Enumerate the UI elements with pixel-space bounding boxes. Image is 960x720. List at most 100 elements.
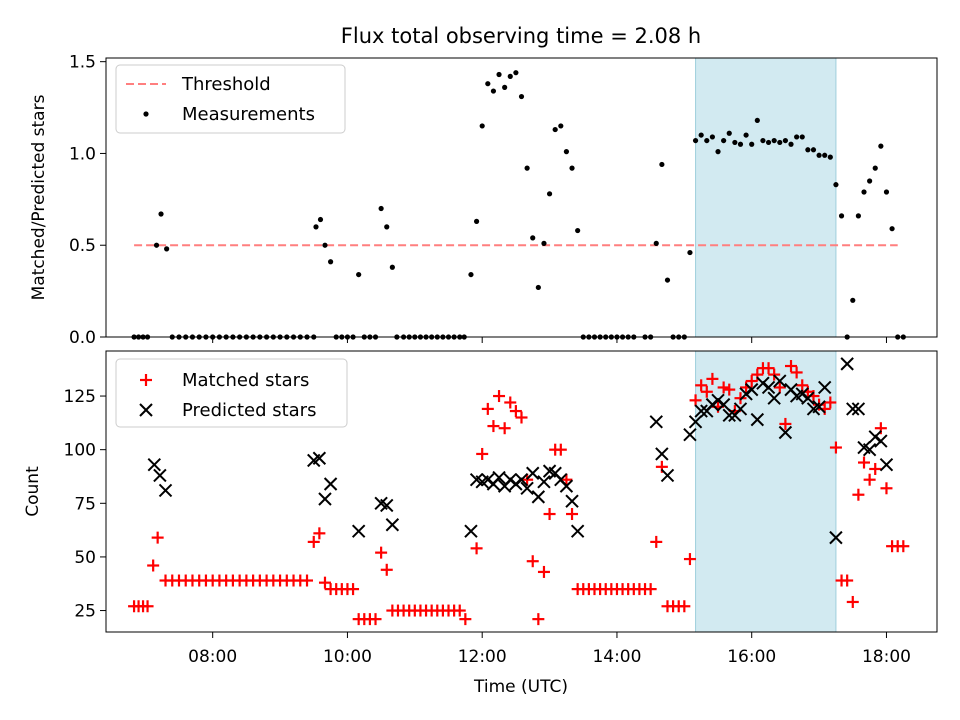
matched-star-point — [841, 574, 854, 587]
y-tick-label: 125 — [64, 387, 96, 407]
matched-star-point — [532, 613, 545, 626]
matched-star-point — [790, 366, 803, 379]
predicted-star-point — [761, 380, 776, 395]
predicted-star-point — [514, 472, 529, 487]
measurement-point — [384, 224, 390, 230]
predicted-star-point — [722, 408, 736, 423]
matched-star-point — [779, 417, 792, 430]
measurement-point — [805, 147, 811, 153]
matched-star-point — [689, 394, 702, 407]
measurement-point — [313, 224, 319, 230]
count-legend: Matched stars Predicted stars — [115, 358, 348, 428]
measurement-point — [794, 134, 800, 140]
legend-matched-swatch — [140, 374, 152, 386]
matched-star-point — [543, 508, 556, 521]
matched-star-point — [498, 422, 511, 435]
predicted-star-point — [688, 415, 703, 429]
predicted-star-point — [531, 490, 546, 504]
measurement-point — [788, 141, 794, 147]
count-panel: 25 50 75 100 125 08:00 10:00 12:00 14:00 16:00 18… — [23, 350, 938, 697]
predicted-star-point — [565, 494, 579, 508]
measurement-point — [552, 126, 558, 133]
measurement-point — [524, 165, 530, 171]
predicted-star-point — [817, 380, 832, 395]
measurement-point — [322, 242, 328, 248]
matched-star-point — [301, 574, 314, 587]
predicted-star-point — [153, 468, 167, 483]
predicted-star-point — [537, 475, 551, 489]
matched-star-point — [151, 531, 164, 544]
measurement-point — [513, 70, 519, 76]
predicted-star-point — [380, 498, 394, 513]
predicted-star-point — [716, 397, 731, 412]
measurement-point — [558, 123, 564, 129]
measurement-point — [356, 271, 362, 278]
chart-title: Flux total observing time = 2.08 h — [341, 24, 701, 48]
measurement-point — [704, 137, 710, 144]
predicted-star-point — [323, 477, 338, 491]
predicted-star-point — [862, 442, 877, 457]
matched-star-point — [526, 555, 539, 568]
x-tick-label: 12:00 — [458, 647, 507, 667]
matched-star-point — [369, 613, 382, 626]
legend-predicted-label: Predicted stars — [182, 400, 316, 421]
predicted-star-point — [570, 524, 585, 538]
matched-star-point — [307, 535, 320, 548]
matched-star-point — [481, 402, 494, 415]
measurement-point — [153, 242, 160, 248]
predicted-star-point — [526, 466, 540, 480]
measurement-point — [867, 178, 873, 184]
measurement-point — [889, 226, 895, 232]
predicted-star-point — [879, 457, 894, 472]
predicted-star-point — [351, 524, 366, 538]
x-tick-label: 10:00 — [323, 647, 372, 667]
y-tick-label: 1.0 — [69, 144, 96, 164]
matched-star-point — [459, 613, 472, 626]
predicted-star-point — [694, 404, 708, 418]
matched-star-point — [554, 443, 567, 456]
measurement-point — [563, 149, 570, 155]
legend-threshold-label: Threshold — [181, 74, 271, 95]
predicted-star-point — [147, 457, 161, 472]
matched-star-point — [560, 473, 573, 486]
matched-star-point — [796, 379, 809, 392]
y-tick-label: 25 — [74, 602, 96, 622]
measurement-point — [765, 139, 772, 146]
highlight-span — [695, 57, 837, 338]
measurement-point — [473, 218, 480, 224]
matched-star-point — [515, 411, 528, 424]
matched-star-point — [521, 473, 534, 486]
matched-star-point — [897, 540, 910, 553]
predicted-star-point — [649, 415, 663, 429]
y-tick-label: 50 — [74, 548, 96, 568]
matched-star-point — [453, 604, 466, 617]
y-tick-label: 0.0 — [69, 328, 96, 348]
measurement-point — [479, 123, 485, 129]
matched-star-point — [487, 420, 500, 433]
measurement-point — [861, 189, 867, 195]
measurement-point — [664, 277, 671, 283]
predicted-star-point — [733, 402, 748, 416]
x-tick-label: 18:00 — [862, 647, 911, 667]
measurement-point — [810, 147, 817, 153]
measurement-point — [782, 137, 788, 144]
measurement-point — [878, 143, 884, 149]
predicted-star-point — [767, 391, 781, 405]
measurement-point — [485, 81, 491, 87]
measurement-point — [518, 93, 525, 100]
measurement-point — [692, 137, 699, 144]
measurement-point — [496, 71, 502, 78]
matched-star-point — [785, 360, 798, 373]
matched-star-point — [141, 600, 154, 613]
predicted-star-point — [829, 530, 843, 545]
measurement-point — [164, 246, 170, 252]
legend-measurements-label: Measurements — [182, 104, 315, 125]
highlight-span — [695, 350, 837, 633]
measurement-point — [760, 137, 766, 144]
measurement-point — [833, 182, 839, 188]
measurement-point — [715, 149, 721, 155]
matched-star-point — [493, 390, 506, 403]
measurement-point — [468, 271, 474, 278]
predicted-star-point — [158, 483, 173, 498]
